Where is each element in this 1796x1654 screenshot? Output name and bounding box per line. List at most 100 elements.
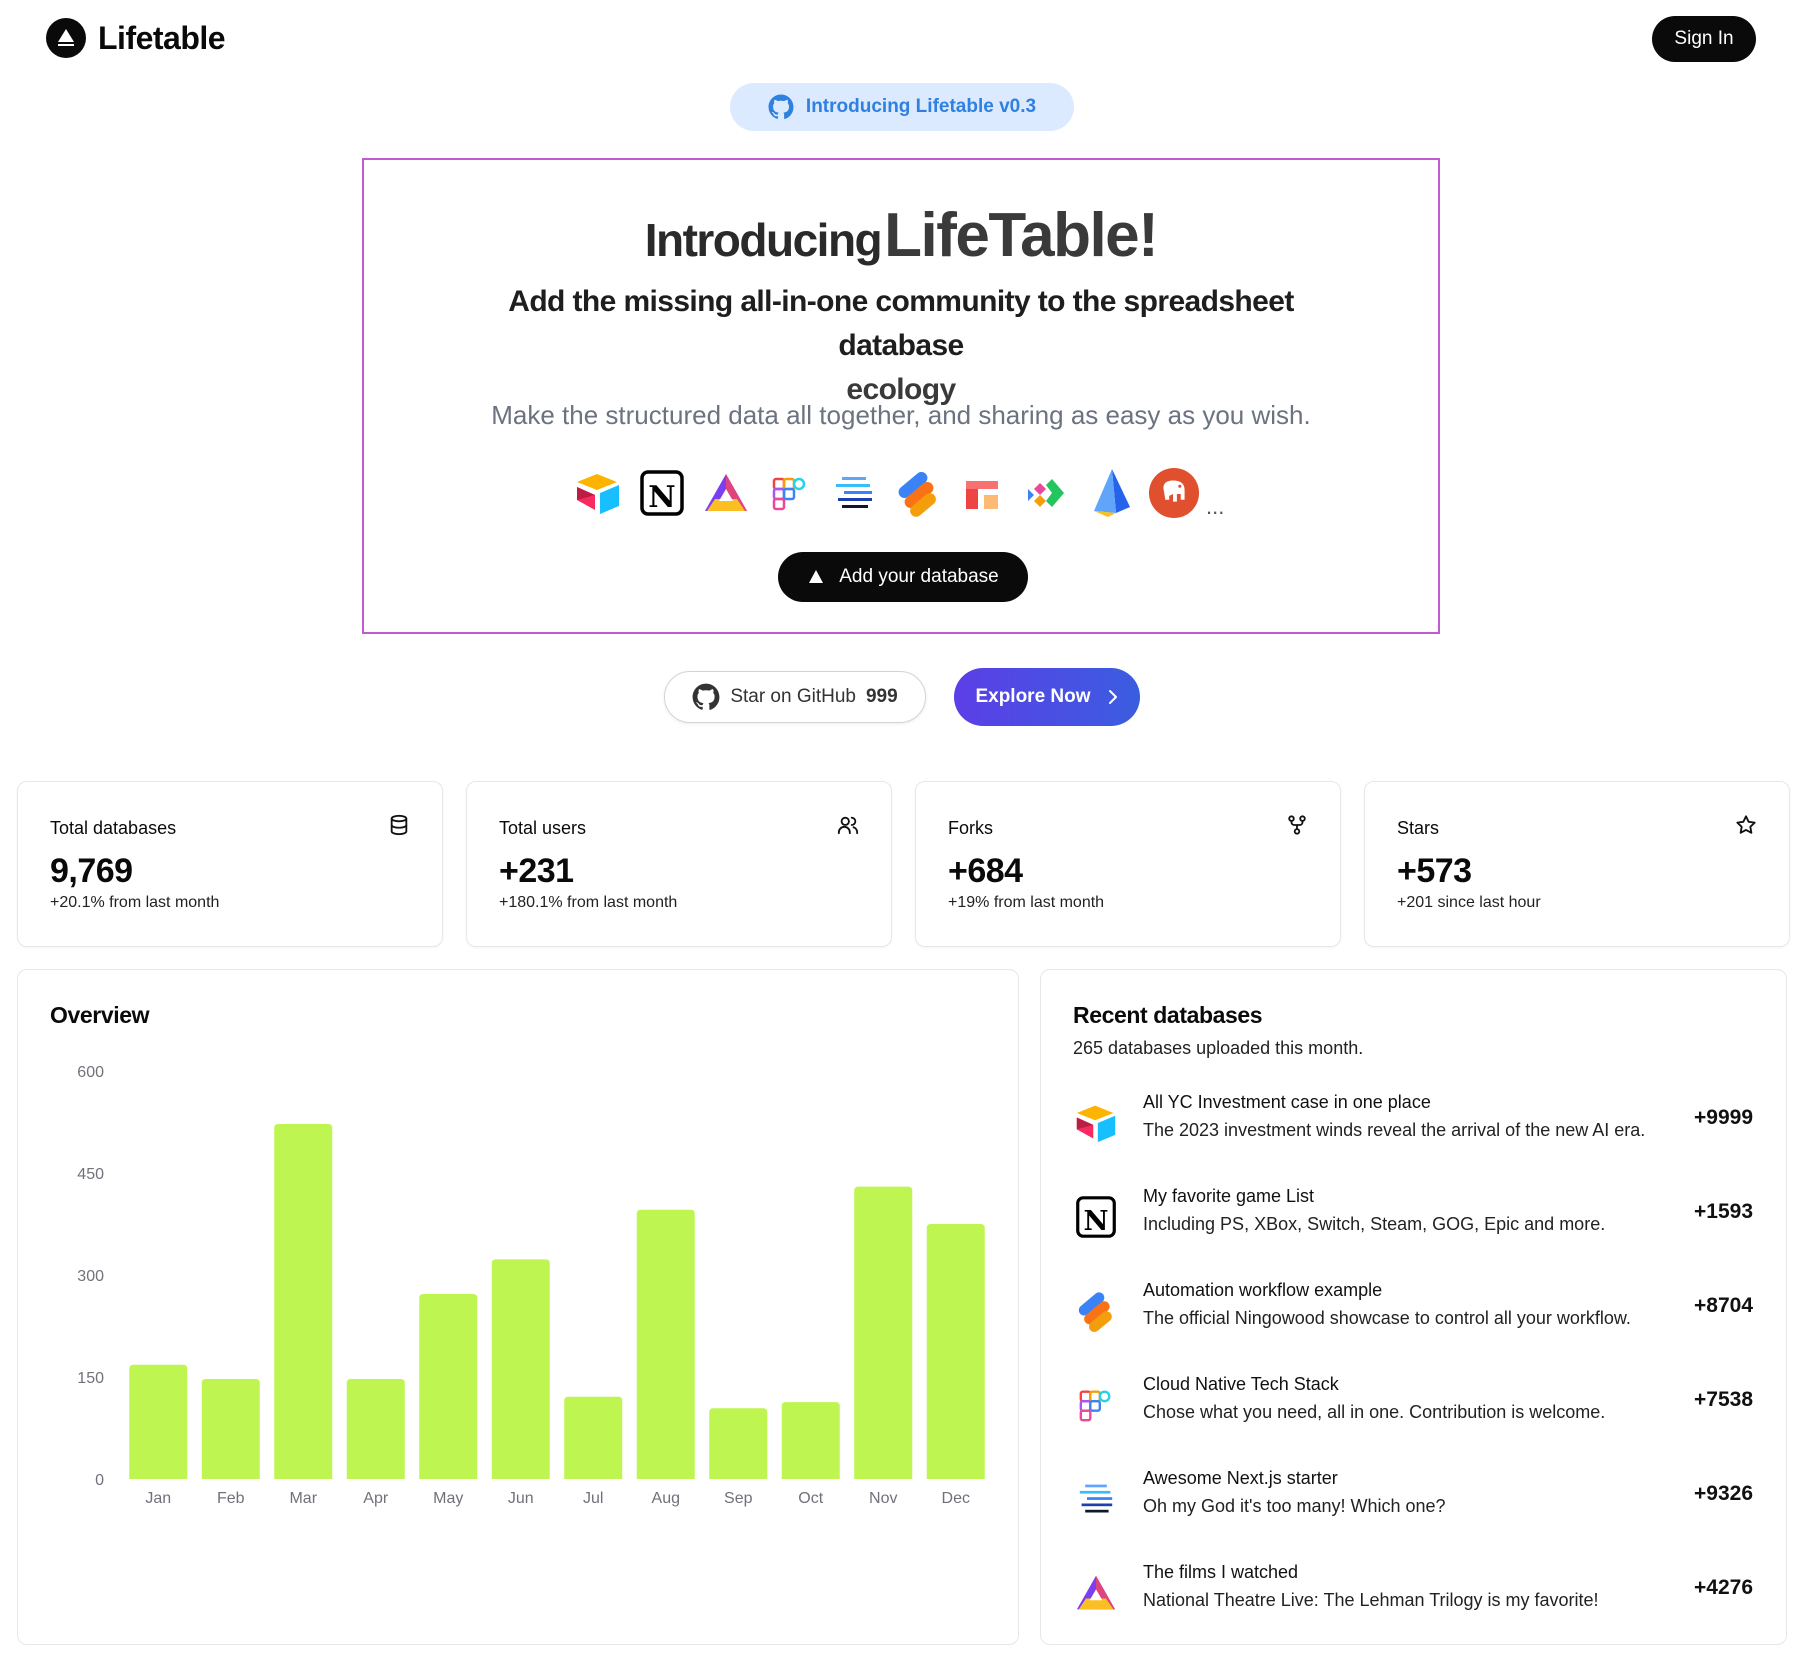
recent-item-value: +7538 — [1694, 1388, 1753, 1411]
recent-item-desc: The official Ningowood showcase to contr… — [1143, 1308, 1631, 1328]
hero-title-brand: LifeTable! — [884, 201, 1159, 270]
y-tick-label: 450 — [77, 1166, 104, 1183]
bar-dec[interactable] — [926, 1224, 985, 1479]
github-icon — [768, 94, 794, 120]
add-database-label: Add your database — [839, 566, 999, 587]
hero-title-intro: Introducing — [644, 214, 883, 266]
stat-label: Total databases — [50, 818, 177, 838]
recent-item[interactable]: All YC Investment case in one place The … — [1073, 1092, 1753, 1152]
frame-icon[interactable] — [956, 467, 1008, 519]
add-database-button[interactable]: Add your database — [778, 552, 1028, 602]
recent-item[interactable]: Cloud Native Tech Stack Chose what you n… — [1073, 1374, 1753, 1434]
more-integrations[interactable]: ... — [1206, 494, 1225, 519]
ark-icon[interactable] — [700, 467, 752, 519]
hero-title: Introducing LifeTable! — [364, 200, 1438, 271]
recent-item[interactable]: Automation workflow example The official… — [1073, 1280, 1753, 1340]
x-tick-label: Jun — [508, 1490, 534, 1507]
bar-jun[interactable] — [491, 1259, 550, 1479]
star-on-github-button[interactable]: Star on GitHub 999 — [664, 671, 926, 723]
intro-version-pill[interactable]: Introducing Lifetable v0.3 — [730, 83, 1074, 131]
integration-icons: N ... — [572, 466, 1224, 520]
bar-jul[interactable] — [564, 1396, 623, 1479]
bar-sep[interactable] — [709, 1408, 768, 1479]
recent-item[interactable]: N My favorite game List Including PS, XB… — [1073, 1186, 1753, 1246]
recent-item-title: All YC Investment case in one place — [1143, 1092, 1431, 1112]
stack-icon[interactable] — [828, 467, 880, 519]
stat-label: Stars — [1397, 818, 1440, 838]
stat-value: +231 — [499, 852, 574, 890]
x-tick-label: Jul — [583, 1490, 603, 1507]
recent-item-title: Automation workflow example — [1143, 1280, 1383, 1300]
stack-icon — [1073, 1476, 1119, 1522]
users-icon — [837, 816, 859, 835]
y-tick-label: 600 — [77, 1064, 104, 1081]
sign-in-button[interactable]: Sign In — [1652, 16, 1756, 62]
bar-feb[interactable] — [201, 1379, 260, 1479]
teable-icon[interactable] — [764, 467, 816, 519]
x-tick-label: Feb — [217, 1490, 245, 1507]
star-count: 999 — [865, 686, 898, 707]
stat-value: +573 — [1397, 852, 1472, 890]
stat-card-forks: Forks +684 +19% from last month — [915, 781, 1341, 947]
recent-item-desc: The 2023 investment winds reveal the arr… — [1143, 1120, 1646, 1140]
stat-label: Forks — [948, 818, 993, 838]
hero-subtitle-line2: ecology — [846, 373, 956, 406]
hero-description: Make the structured data all together, a… — [491, 400, 1311, 430]
recent-item[interactable]: Awesome Next.js starter Oh my God it's t… — [1073, 1468, 1753, 1528]
stat-label: Total users — [499, 818, 587, 838]
recent-item-desc: Including PS, XBox, Switch, Steam, GOG, … — [1143, 1214, 1606, 1234]
logo-text: Lifetable — [98, 19, 226, 56]
bar-mar[interactable] — [274, 1124, 333, 1479]
recent-item-title: Awesome Next.js starter — [1143, 1468, 1338, 1488]
stat-value: 9,769 — [50, 852, 133, 890]
elephant-icon[interactable] — [1148, 467, 1200, 519]
x-tick-label: Nov — [869, 1490, 897, 1507]
overview-bar-chart: 600 450 300 150 0 Jan Feb Mar Apr May Jun Jul Aug Sep… — [77, 1064, 985, 1507]
recent-item-desc: Oh my God it's too many! Which one? — [1143, 1496, 1446, 1516]
hero-subtitle-line1: Add the missing all-in-one community to … — [508, 285, 1294, 362]
x-tick-label: Oct — [798, 1490, 823, 1507]
x-tick-label: Dec — [942, 1490, 970, 1507]
recent-item-value: +8704 — [1694, 1294, 1753, 1317]
recent-title: Recent databases — [1073, 1002, 1263, 1028]
ningowood-icon[interactable] — [892, 467, 944, 519]
fork-icon — [1288, 815, 1306, 835]
database-icon — [390, 814, 408, 836]
bar-jan[interactable] — [129, 1364, 188, 1479]
notion-icon: N — [1073, 1194, 1119, 1240]
arrows-icon[interactable] — [1020, 467, 1072, 519]
chevron-right-icon — [1108, 690, 1117, 704]
stat-delta: +20.1% from last month — [50, 894, 220, 911]
bar-may[interactable] — [419, 1294, 478, 1479]
stat-card-total-users: Total users +231 +180.1% from last month — [466, 781, 892, 947]
notion-icon[interactable]: N — [636, 467, 688, 519]
x-tick-label: Apr — [363, 1490, 389, 1507]
recent-item-title: My favorite game List — [1143, 1186, 1315, 1206]
bar-apr[interactable] — [346, 1379, 405, 1479]
site-header: Lifetable Sign In — [0, 0, 1796, 78]
airtable-icon[interactable] — [572, 467, 624, 519]
x-tick-label: Jan — [145, 1490, 171, 1507]
recent-item[interactable]: The films I watched National Theatre Liv… — [1073, 1562, 1753, 1622]
hero-subtitle: Add the missing all-in-one community to … — [444, 280, 1358, 412]
bar-aug[interactable] — [636, 1209, 695, 1479]
x-tick-label: Sep — [724, 1490, 753, 1507]
prism-icon[interactable] — [1084, 467, 1136, 519]
recent-databases-card: Recent databases 265 databases uploaded … — [1040, 969, 1787, 1645]
github-icon — [692, 683, 720, 710]
recent-item-desc: Chose what you need, all in one. Contrib… — [1143, 1402, 1606, 1422]
bar-oct[interactable] — [781, 1402, 840, 1479]
x-tick-label: Aug — [652, 1490, 680, 1507]
stat-card-total-databases: Total databases 9,769 +20.1% from last m… — [17, 781, 443, 947]
intro-pill-label: Introducing Lifetable v0.3 — [805, 96, 1037, 117]
stat-value: +684 — [948, 852, 1023, 890]
bar-nov[interactable] — [854, 1186, 913, 1479]
ningowood-icon — [1073, 1288, 1119, 1334]
x-tick-label: May — [433, 1490, 463, 1507]
logo[interactable]: Lifetable — [46, 18, 226, 58]
explore-now-button[interactable]: Explore Now — [954, 668, 1140, 726]
triangle-logo-icon — [809, 570, 824, 583]
stat-delta: +19% from last month — [948, 894, 1105, 911]
svg-text:N: N — [648, 480, 675, 515]
y-tick-label: 300 — [77, 1268, 104, 1285]
